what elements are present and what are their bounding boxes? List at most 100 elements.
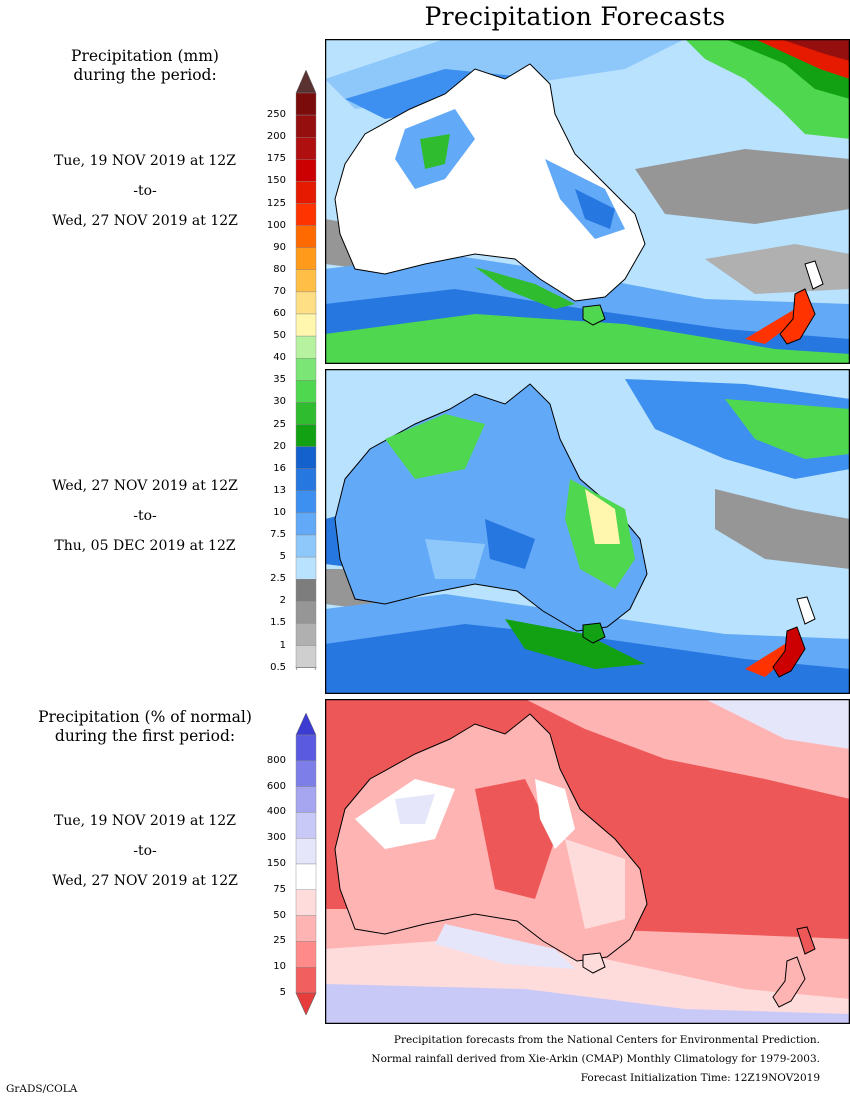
precip-colorbar-level-label: 80 — [273, 263, 286, 275]
normal-colorbar-level-label: 5 — [279, 987, 286, 998]
normal-colorbar-swatch — [295, 812, 317, 839]
normal-colorbar-top-arrow — [295, 713, 317, 736]
precip-colorbar-swatch — [295, 114, 317, 138]
normal-colorbar-swatch — [295, 966, 317, 994]
precip-colorbar-level-label: 200 — [266, 131, 286, 143]
precip-colorbar-swatch — [295, 269, 317, 293]
normal-colorbar — [295, 713, 317, 1015]
precip-colorbar-level-label: 150 — [266, 175, 286, 187]
precip-colorbar-level-label: 50 — [273, 330, 286, 342]
precip-colorbar-bottom-arrow — [295, 667, 317, 670]
normal-colorbar-level-label: 75 — [273, 883, 286, 895]
precip-colorbar-level-label: 7.5 — [270, 529, 286, 540]
precip-colorbar-swatch — [295, 313, 317, 337]
precip-colorbar-level-label: 1.5 — [270, 617, 286, 629]
normal-colorbar-bottom-arrow — [295, 992, 317, 1015]
normal-colorbar-swatch — [295, 863, 317, 890]
precip-colorbar-level-label: 2.5 — [270, 573, 286, 585]
precip-colorbar-top-arrow — [295, 70, 317, 94]
precip-colorbar-level-label: 25 — [273, 418, 286, 430]
normal-colorbar-level-label: 800 — [266, 754, 286, 766]
footer-line-3: Forecast Initialization Time: 12Z19NOV20… — [580, 1072, 820, 1084]
normal-colorbar-swatch — [295, 837, 317, 865]
normal-colorbar-level-label: 300 — [266, 832, 286, 844]
precip-colorbar-level-label: 10 — [273, 506, 286, 518]
normal-colorbar-level-label: 400 — [266, 806, 286, 818]
precip-colorbar-level-label: 0.5 — [270, 661, 286, 673]
precip-heading-line2: during the period: — [73, 66, 217, 84]
precip-colorbar-level-label: 5 — [279, 551, 286, 563]
precip-colorbar-swatch — [295, 468, 317, 492]
precip-colorbar-level-label: 125 — [266, 197, 286, 209]
period2-separator: -to- — [133, 508, 157, 524]
precip-colorbar-level-label: 16 — [273, 462, 286, 474]
precip-colorbar-swatch — [295, 247, 317, 270]
precip-colorbar-level-label: 35 — [273, 374, 286, 386]
precip-colorbar-level-label: 13 — [273, 484, 286, 496]
normal-colorbar-level-label: 150 — [266, 858, 286, 869]
normal-colorbar-swatch — [295, 915, 317, 942]
precip-colorbar-swatch — [295, 92, 317, 116]
precip-colorbar-swatch — [295, 446, 317, 469]
normal-colorbar-level-label: 50 — [273, 909, 286, 921]
normal-colorbar-swatch — [295, 786, 317, 813]
precip-colorbar-swatch — [295, 203, 317, 226]
period1-separator: -to- — [133, 183, 157, 199]
period2-start: Wed, 27 NOV 2019 at 12Z — [52, 478, 238, 494]
precip-colorbar-level-label: 2 — [279, 595, 286, 607]
precip-colorbar-swatch — [295, 335, 317, 359]
precip-colorbar-swatch — [295, 225, 317, 248]
map-panel-period1 — [325, 39, 850, 364]
period2-end: Thu, 05 DEC 2019 at 12Z — [54, 538, 236, 554]
precip-colorbar-level-label: 30 — [273, 396, 286, 408]
footer-line-2: Normal rainfall derived from Xie-Arkin (… — [371, 1053, 820, 1065]
normal-colorbar-level-label: 10 — [273, 961, 286, 973]
normal-heading: Precipitation (% of normal) during the f… — [20, 708, 270, 746]
precip-colorbar-level-label: 70 — [273, 285, 286, 297]
precip-colorbar-swatch — [295, 556, 317, 580]
precip-colorbar-swatch — [295, 291, 317, 315]
precip-colorbar-swatch — [295, 579, 317, 602]
precip-colorbar-level-label: 60 — [273, 308, 286, 319]
precip-colorbar-level-label: 40 — [273, 352, 286, 364]
precip-colorbar-swatch — [295, 623, 317, 646]
period3-end: Wed, 27 NOV 2019 at 12Z — [52, 873, 238, 889]
normal-heading-line2: during the first period: — [54, 727, 236, 745]
normal-colorbar-swatch — [295, 760, 317, 787]
normal-colorbar-swatch — [295, 889, 317, 916]
precip-colorbar-swatch — [295, 490, 317, 514]
period1-end: Wed, 27 NOV 2019 at 12Z — [52, 213, 238, 229]
precip-colorbar-swatch — [295, 181, 317, 204]
footer-line-1: Precipitation forecasts from the Nationa… — [393, 1034, 820, 1046]
normal-colorbar-level-label: 25 — [273, 935, 286, 947]
precip-colorbar-level-label: 20 — [273, 440, 286, 452]
normal-colorbar-swatch — [295, 941, 317, 968]
precip-colorbar — [295, 70, 317, 670]
precip-colorbar-swatch — [295, 424, 317, 447]
precip-colorbar-swatch — [295, 358, 317, 381]
precip-colorbar-swatch — [295, 136, 317, 160]
map-panel-period2 — [325, 369, 850, 694]
precip-colorbar-swatch — [295, 512, 317, 536]
period3-start: Tue, 19 NOV 2019 at 12Z — [54, 813, 236, 829]
precip-colorbar-level-label: 90 — [273, 241, 286, 253]
precip-colorbar-level-label: 175 — [266, 153, 286, 165]
normal-heading-line1: Precipitation (% of normal) — [38, 708, 252, 726]
normal-colorbar-swatch — [295, 734, 317, 761]
normal-colorbar-level-label: 600 — [266, 780, 286, 792]
period3-separator: -to- — [133, 843, 157, 859]
precip-colorbar-swatch — [295, 380, 317, 403]
grads-credit: GrADS/COLA — [6, 1083, 78, 1095]
footer-notes: Precipitation forecasts from the Nationa… — [300, 1031, 820, 1088]
precip-colorbar-level-label: 1 — [279, 639, 286, 651]
precip-colorbar-swatch — [295, 402, 317, 425]
precip-colorbar-swatch — [295, 534, 317, 558]
precip-colorbar-swatch — [295, 159, 317, 182]
precip-colorbar-swatch — [295, 645, 317, 668]
precip-heading: Precipitation (mm) during the period: — [20, 47, 270, 85]
precip-colorbar-level-label: 250 — [266, 109, 286, 121]
period1-start: Tue, 19 NOV 2019 at 12Z — [54, 153, 236, 169]
precip-colorbar-level-label: 100 — [266, 219, 286, 231]
precip-heading-line1: Precipitation (mm) — [71, 47, 219, 65]
precip-colorbar-swatch — [295, 601, 317, 624]
